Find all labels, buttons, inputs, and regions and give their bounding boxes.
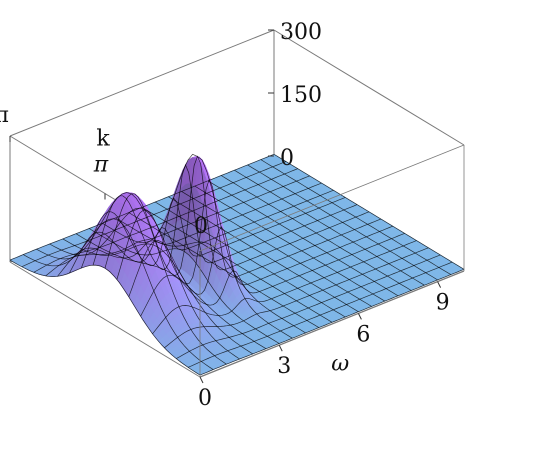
k-axis-label: k <box>96 127 110 152</box>
z-tick-300: 300 <box>280 20 322 45</box>
box-edge-right-top <box>273 29 465 146</box>
omega-tick-9: 9 <box>436 291 450 316</box>
omega-axis-label: ω <box>331 352 349 377</box>
k-tick-pi: π <box>93 153 109 178</box>
box-edge-left-bottom <box>9 261 201 378</box>
omega-tick-mark <box>199 376 204 384</box>
omega-tick-0: 0 <box>198 386 212 411</box>
z-tick-150: 150 <box>280 83 322 108</box>
omega-tick-6: 6 <box>356 322 370 347</box>
k-tick-2pi: 2 π <box>0 103 9 128</box>
z-tick-0: 0 <box>280 146 294 171</box>
omega-tick-mark <box>357 313 362 320</box>
omega-tick-mark <box>278 344 283 352</box>
box-edge-back-top <box>9 29 275 137</box>
omega-tick-mark <box>437 281 442 288</box>
k-tick-0: 0 <box>194 214 208 239</box>
surface-mesh <box>9 153 465 376</box>
omega-tick-3: 3 <box>277 354 291 379</box>
